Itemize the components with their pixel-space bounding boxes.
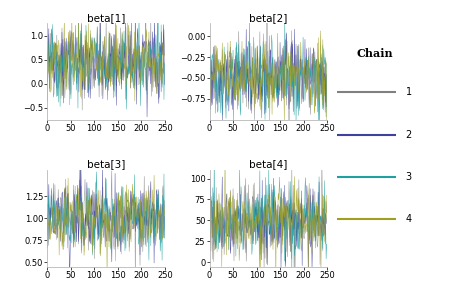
Text: 3: 3	[406, 172, 412, 182]
Title: beta[3]: beta[3]	[87, 159, 125, 169]
Text: 4: 4	[406, 214, 412, 224]
Title: beta[4]: beta[4]	[249, 159, 288, 169]
Text: Chain: Chain	[356, 48, 393, 59]
Text: 1: 1	[406, 86, 412, 97]
Title: beta[1]: beta[1]	[87, 13, 125, 23]
Text: 2: 2	[406, 130, 412, 140]
Title: beta[2]: beta[2]	[249, 13, 288, 23]
